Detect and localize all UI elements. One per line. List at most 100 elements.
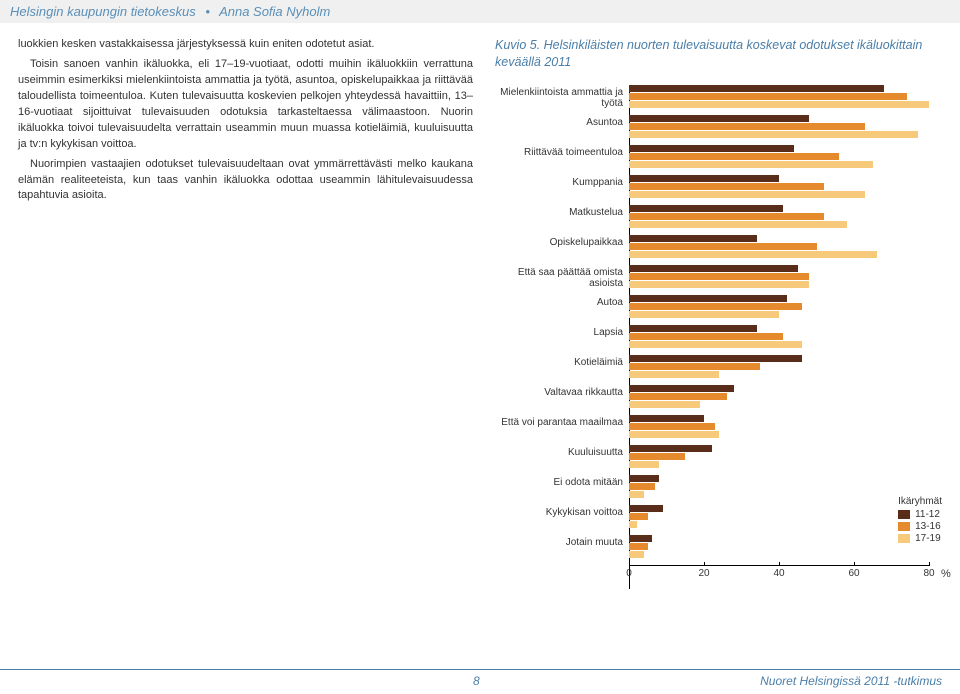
legend: Ikäryhmät 11-1213-1617-19 (898, 496, 942, 545)
category-label: Että saa päättää omista asioista (495, 267, 623, 290)
legend-label: 17-19 (915, 533, 941, 544)
category-row: Opiskelupaikkaa (629, 235, 942, 259)
bar (629, 251, 877, 258)
body-text-column: luokkien kesken vastakkaisessa järjestyk… (18, 37, 473, 615)
category-label: Opiskelupaikkaa (495, 237, 623, 249)
legend-label: 11-12 (915, 509, 940, 520)
legend-label: 13-16 (915, 521, 941, 532)
bar (629, 371, 719, 378)
category-label: Autoa (495, 297, 623, 309)
category-row: Riittävää toimeentuloa (629, 145, 942, 169)
bar-group (629, 385, 942, 408)
legend-swatch (898, 534, 910, 543)
bar-chart: Mielenkiintoista ammattia ja työtä Asunto… (495, 85, 942, 615)
content-area: luokkien kesken vastakkaisessa järjestyk… (0, 23, 960, 621)
bar (629, 415, 704, 422)
bar (629, 431, 719, 438)
bar (629, 445, 712, 452)
axis-tick-label: 80 (923, 568, 934, 579)
legend-rows: 11-1213-1617-19 (898, 509, 942, 544)
footer-source: Nuoret Helsingissä 2011 -tutkimus (760, 674, 942, 688)
axis-tick-label: 0 (626, 568, 632, 579)
bar (629, 273, 809, 280)
bar (629, 505, 663, 512)
bar (629, 453, 685, 460)
bar-group (629, 205, 942, 228)
bar (629, 401, 700, 408)
legend-row: 11-12 (898, 509, 942, 520)
category-label: Riittävää toimeentuloa (495, 147, 623, 159)
bar (629, 205, 783, 212)
bar (629, 543, 648, 550)
header-dot: • (205, 4, 210, 19)
category-row: Autoa (629, 295, 942, 319)
category-row: Että voi parantaa maailmaa (629, 415, 942, 439)
category-row: Asuntoa (629, 115, 942, 139)
bar (629, 535, 652, 542)
bar (629, 385, 734, 392)
category-row: Matkustelua (629, 205, 942, 229)
bar (629, 461, 659, 468)
bar-group (629, 265, 942, 288)
axis-tick (779, 562, 780, 566)
axis-tick-label: 40 (773, 568, 784, 579)
category-row: Mielenkiintoista ammattia ja työtä (629, 85, 942, 109)
bar-group (629, 115, 942, 138)
bar (629, 363, 760, 370)
header-author: Anna Sofia Nyholm (219, 4, 330, 19)
bar (629, 213, 824, 220)
bar (629, 183, 824, 190)
category-label: Asuntoa (495, 117, 623, 129)
axis-tick-label: 20 (698, 568, 709, 579)
bar-group (629, 235, 942, 258)
bar (629, 483, 655, 490)
bar (629, 393, 727, 400)
category-row: Jotain muuta (629, 535, 942, 559)
legend-swatch (898, 510, 910, 519)
bar (629, 175, 779, 182)
paragraph-3: Nuorimpien vastaajien odotukset tulevais… (18, 157, 473, 205)
page-footer: 8 Nuoret Helsingissä 2011 -tutkimus (0, 669, 960, 688)
legend-row: 17-19 (898, 533, 942, 544)
category-row: Valtavaa rikkautta (629, 385, 942, 409)
bar (629, 325, 757, 332)
bar (629, 333, 783, 340)
bar-group (629, 355, 942, 378)
bar (629, 295, 787, 302)
category-label: Valtavaa rikkautta (495, 387, 623, 399)
bar (629, 475, 659, 482)
bar (629, 123, 865, 130)
bar-group (629, 85, 942, 108)
bar (629, 551, 644, 558)
category-row: Ei odota mitään (629, 475, 942, 499)
category-row: Kykykisan voittoa (629, 505, 942, 529)
chart-title-prefix: Kuvio 5. (495, 38, 540, 52)
bar-group (629, 535, 942, 558)
axis-tick-label: 60 (848, 568, 859, 579)
category-label: Kotieläimiä (495, 357, 623, 369)
bar (629, 281, 809, 288)
bar (629, 341, 802, 348)
category-label: Ei odota mitään (495, 477, 623, 489)
bar (629, 521, 637, 528)
bar (629, 101, 929, 108)
axis-tick (929, 562, 930, 566)
bar (629, 221, 847, 228)
category-row: Kumppania (629, 175, 942, 199)
bar-group (629, 175, 942, 198)
bar (629, 131, 918, 138)
bar (629, 243, 817, 250)
bar-group (629, 415, 942, 438)
bar (629, 161, 873, 168)
axis-tick (854, 562, 855, 566)
bar (629, 145, 794, 152)
category-label: Että voi parantaa maailmaa (495, 417, 623, 429)
axis-tick (629, 562, 630, 566)
bar-group (629, 475, 942, 498)
bar (629, 265, 798, 272)
category-row: Että saa päättää omista asioista (629, 265, 942, 289)
category-row: Lapsia (629, 325, 942, 349)
bar (629, 191, 865, 198)
bar-group (629, 145, 942, 168)
category-row: Kuuluisuutta (629, 445, 942, 469)
